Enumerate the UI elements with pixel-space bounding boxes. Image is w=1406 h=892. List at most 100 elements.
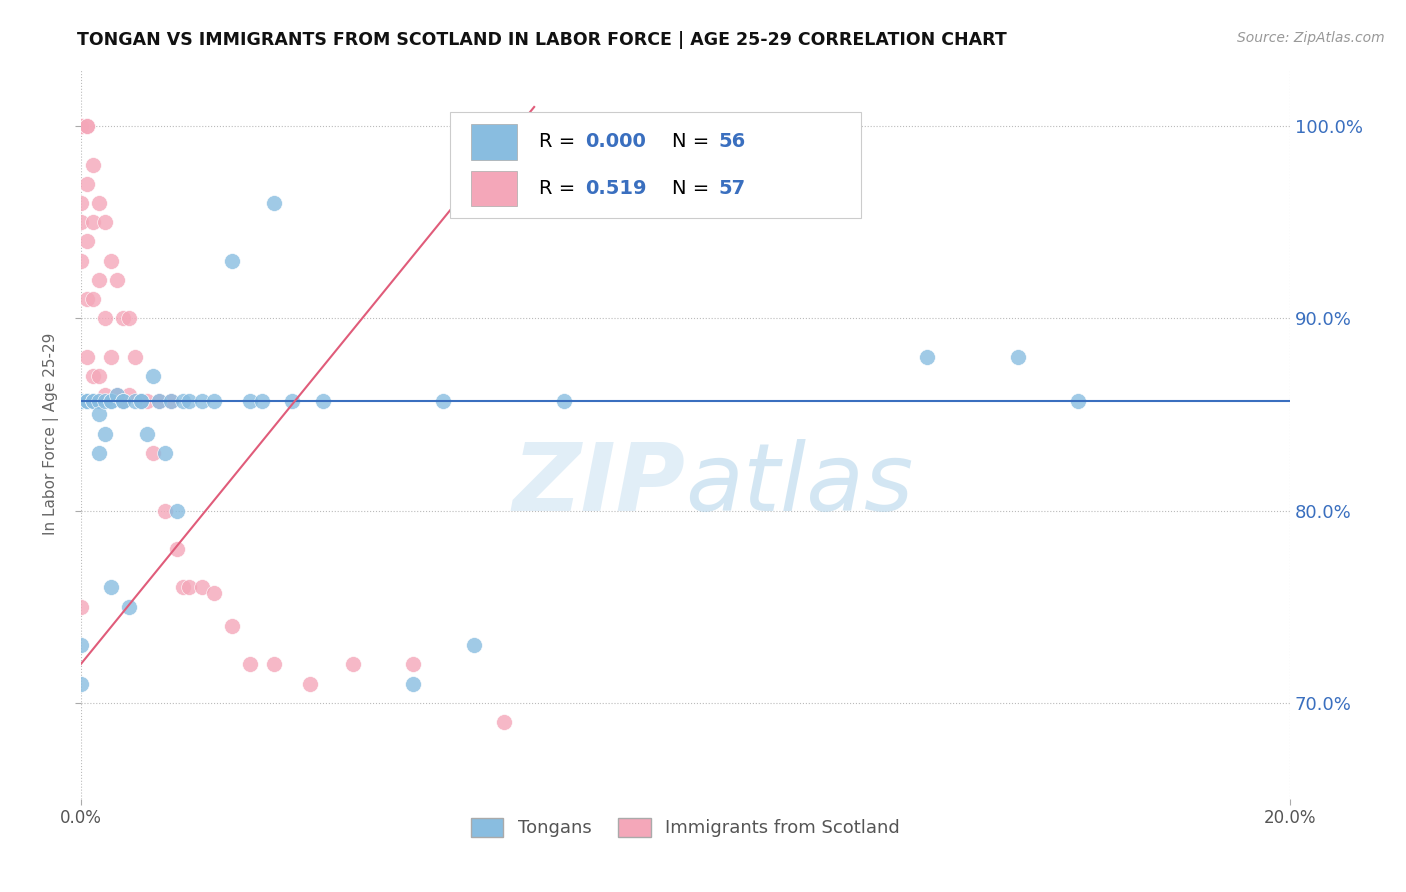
Point [76, 119, 98, 133]
Point [124, 394, 146, 409]
Y-axis label: In Labor Force | Age 25-29: In Labor Force | Age 25-29 [44, 333, 59, 535]
FancyBboxPatch shape [471, 171, 517, 206]
Point [94, 311, 117, 326]
Text: ZIP: ZIP [512, 439, 685, 531]
Point [915, 350, 938, 364]
Point [166, 503, 188, 517]
Point [69, 394, 91, 409]
Point [155, 446, 177, 460]
Point [69, 253, 91, 268]
Point [136, 426, 159, 441]
Point [281, 394, 304, 409]
Point [202, 394, 225, 409]
Text: Source: ZipAtlas.com: Source: ZipAtlas.com [1237, 31, 1385, 45]
Text: atlas: atlas [685, 439, 914, 531]
Point [69, 119, 91, 133]
Point [129, 394, 152, 409]
Point [342, 657, 364, 672]
Point [100, 581, 122, 595]
Point [105, 273, 128, 287]
Point [69, 394, 91, 409]
Point [179, 581, 201, 595]
Point [82, 394, 104, 409]
Point [69, 119, 91, 133]
Point [402, 676, 425, 690]
Point [87, 446, 110, 460]
Point [142, 446, 165, 460]
Point [250, 394, 273, 409]
Point [76, 394, 98, 409]
Point [76, 394, 98, 409]
Point [136, 394, 159, 409]
Text: N =: N = [672, 179, 716, 198]
Point [82, 215, 104, 229]
Point [69, 638, 91, 652]
Text: 57: 57 [718, 179, 745, 198]
Point [299, 676, 322, 690]
Point [76, 119, 98, 133]
Point [263, 196, 285, 211]
Point [76, 394, 98, 409]
Point [172, 394, 194, 409]
Point [82, 394, 104, 409]
Point [239, 394, 262, 409]
Point [87, 394, 110, 409]
Point [155, 503, 177, 517]
Point [87, 369, 110, 384]
Point [124, 350, 146, 364]
Point [263, 657, 285, 672]
Point [166, 541, 188, 556]
Point [100, 253, 122, 268]
Point [69, 119, 91, 133]
Point [100, 394, 122, 409]
Point [69, 394, 91, 409]
Point [87, 196, 110, 211]
Point [76, 177, 98, 191]
Point [160, 394, 183, 409]
Point [76, 235, 98, 249]
Point [202, 586, 225, 600]
Text: 0.519: 0.519 [585, 179, 647, 198]
Point [118, 388, 141, 402]
Point [105, 388, 128, 402]
Point [129, 394, 152, 409]
Point [179, 394, 201, 409]
Text: N =: N = [672, 133, 716, 152]
FancyBboxPatch shape [450, 112, 860, 219]
Point [142, 369, 165, 384]
Point [76, 350, 98, 364]
Point [69, 394, 91, 409]
Point [118, 599, 141, 614]
Point [111, 394, 134, 409]
Point [69, 119, 91, 133]
Point [172, 581, 194, 595]
Text: R =: R = [538, 133, 582, 152]
Point [94, 388, 117, 402]
Point [82, 369, 104, 384]
Point [69, 394, 91, 409]
Point [94, 394, 117, 409]
Point [69, 119, 91, 133]
Point [69, 119, 91, 133]
Point [221, 253, 243, 268]
Point [87, 273, 110, 287]
Text: 56: 56 [718, 133, 745, 152]
Point [111, 311, 134, 326]
Text: TONGAN VS IMMIGRANTS FROM SCOTLAND IN LABOR FORCE | AGE 25-29 CORRELATION CHART: TONGAN VS IMMIGRANTS FROM SCOTLAND IN LA… [77, 31, 1007, 49]
Point [311, 394, 333, 409]
Point [1067, 394, 1090, 409]
Point [105, 388, 128, 402]
Point [69, 215, 91, 229]
Point [100, 350, 122, 364]
Point [82, 158, 104, 172]
Point [69, 119, 91, 133]
Point [100, 394, 122, 409]
FancyBboxPatch shape [471, 125, 517, 160]
Legend: Tongans, Immigrants from Scotland: Tongans, Immigrants from Scotland [464, 811, 907, 845]
Point [111, 394, 134, 409]
Point [69, 394, 91, 409]
Point [69, 599, 91, 614]
Point [69, 119, 91, 133]
Point [160, 394, 183, 409]
Point [402, 657, 425, 672]
